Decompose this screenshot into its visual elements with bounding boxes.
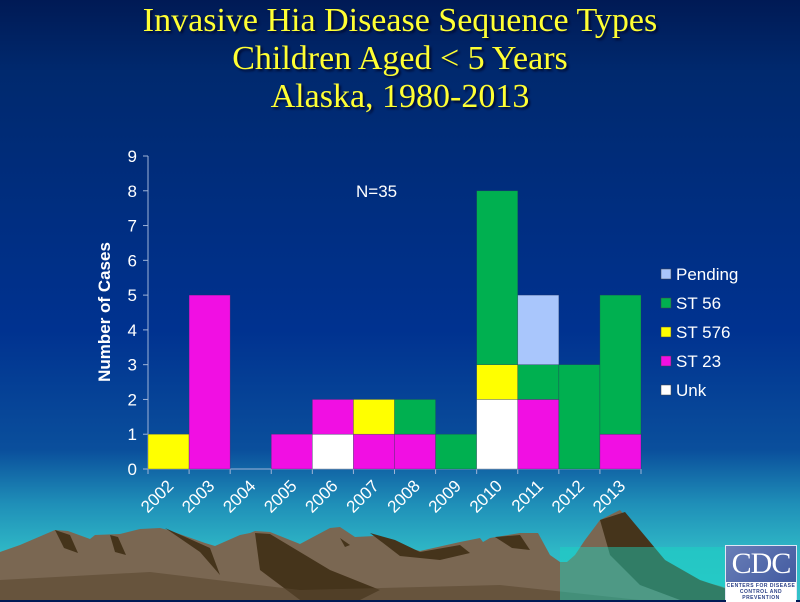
bar-segment	[558, 364, 601, 470]
water-band	[560, 547, 725, 600]
legend-label: ST 56	[676, 294, 721, 313]
bar-segment	[476, 399, 519, 470]
cdc-logo: CDC CENTERS FOR DISEASE CONTROL AND PREV…	[725, 545, 797, 602]
x-axis	[147, 468, 642, 474]
bar-stack	[312, 399, 354, 470]
y-tick-label: 3	[128, 356, 137, 375]
bar-segment	[476, 190, 519, 365]
bar-segment	[435, 433, 477, 470]
mountain-landscape	[0, 510, 760, 600]
y-tick-label: 0	[128, 460, 137, 479]
y-tick-label: 2	[128, 390, 137, 409]
x-tick-label: 2009	[425, 476, 465, 516]
y-tick-label: 9	[128, 147, 137, 166]
y-tick-label: 1	[128, 425, 137, 444]
bar-segment	[188, 294, 231, 470]
bar-stack	[517, 294, 560, 470]
legend-label: Unk	[676, 381, 707, 400]
x-tick-labels: 2002 2003 2004 2005 2006 2007 2008 2009 2010 2011…	[137, 476, 629, 516]
x-tick-label: 2011	[508, 476, 547, 515]
legend-item: Unk	[660, 381, 707, 400]
legend-swatch	[660, 268, 672, 280]
bar-segment	[353, 433, 395, 470]
bar-segment	[312, 433, 354, 470]
y-axis	[143, 155, 149, 470]
cdc-logo-subtitle: CENTERS FOR DISEASE CONTROL AND PREVENTI…	[726, 582, 796, 602]
y-tick-label: 4	[128, 321, 137, 340]
legend-label: ST 576	[676, 323, 731, 342]
legend: Pending ST 56 ST 576 ST 23 Unk	[660, 265, 738, 400]
bar-stack	[147, 433, 190, 470]
cdc-logo-text: CDC	[731, 547, 792, 580]
bar-segment	[517, 364, 560, 400]
legend-item: ST 576	[660, 323, 731, 342]
bar-segment	[353, 399, 395, 435]
x-tick-label: 2002	[137, 476, 177, 516]
x-tick-label: 2003	[178, 476, 218, 516]
bar-stack	[188, 294, 231, 470]
slide-title: Invasive Hia Disease Sequence Types Chil…	[0, 2, 800, 116]
bar-stack	[599, 294, 642, 470]
title-line-3: Alaska, 1980-2013	[270, 78, 530, 115]
bar-segment	[394, 433, 436, 470]
bar-segment	[270, 433, 313, 470]
x-tick-label: 2004	[219, 476, 259, 516]
legend-label: Pending	[676, 265, 738, 284]
bar-stack	[270, 433, 313, 470]
legend-item: Pending	[660, 265, 738, 284]
x-tick-label: 2005	[260, 476, 300, 516]
bar-segment	[147, 433, 190, 470]
bar-segment	[599, 294, 642, 435]
x-tick-label: 2010	[466, 476, 506, 516]
legend-label: ST 23	[676, 352, 721, 371]
x-tick-label: 2008	[384, 476, 424, 516]
x-tick-label: 2007	[343, 476, 383, 516]
n-annotation: N=35	[356, 182, 397, 201]
y-tick-label: 5	[128, 286, 137, 305]
bar-stack	[558, 364, 601, 470]
legend-swatch	[660, 355, 672, 367]
x-tick-label: 2012	[548, 476, 588, 516]
title-line-2: Children Aged < 5 Years	[232, 40, 568, 77]
bars	[147, 190, 642, 470]
legend-item: ST 56	[660, 294, 721, 313]
bar-stack	[435, 433, 477, 470]
bar-stack	[394, 399, 436, 470]
x-tick-label: 2013	[589, 476, 629, 516]
bar-segment	[476, 364, 519, 400]
y-tick-label: 6	[128, 251, 137, 270]
x-tick-label: 2006	[302, 476, 342, 516]
y-tick-labels: 0 1 2 3 4 5 6 7 8 9	[128, 147, 137, 479]
bar-segment	[394, 399, 436, 435]
bar-stack	[476, 190, 519, 470]
bar-stack	[353, 399, 395, 470]
bar-segment	[517, 294, 560, 365]
bar-segment	[517, 399, 560, 470]
legend-swatch	[660, 326, 672, 338]
y-tick-label: 7	[128, 217, 137, 236]
legend-swatch	[660, 384, 672, 396]
title-line-1: Invasive Hia Disease Sequence Types	[142, 2, 658, 39]
bar-segment	[599, 433, 642, 470]
y-tick-label: 8	[128, 182, 137, 201]
legend-item: ST 23	[660, 352, 721, 371]
y-axis-label: Number of Cases	[95, 242, 114, 382]
legend-swatch	[660, 297, 672, 309]
bar-segment	[312, 399, 354, 435]
